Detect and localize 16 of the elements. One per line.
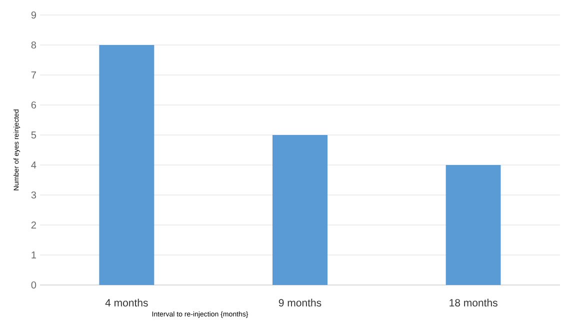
x-tick-label: 4 months (105, 298, 148, 307)
y-tick-label: 0 (31, 281, 36, 289)
y-tick-label: 2 (31, 222, 36, 228)
bar (272, 134, 328, 285)
y-tick-label: 9 (31, 11, 36, 19)
x-tick-label: 9 months (278, 298, 322, 307)
bar (446, 164, 501, 285)
x-tick-label: 18 months (450, 298, 498, 307)
y-tick-label: 5 (31, 132, 36, 138)
y-tick-label: 6 (31, 101, 36, 109)
y-tick-label: 1 (32, 252, 36, 258)
y-tick-label: 3 (31, 191, 36, 199)
y-tick-label: 4 (31, 162, 36, 168)
bar (99, 45, 154, 285)
y-tick-label: 7 (31, 72, 36, 78)
y-tick-label: 8 (31, 41, 36, 49)
